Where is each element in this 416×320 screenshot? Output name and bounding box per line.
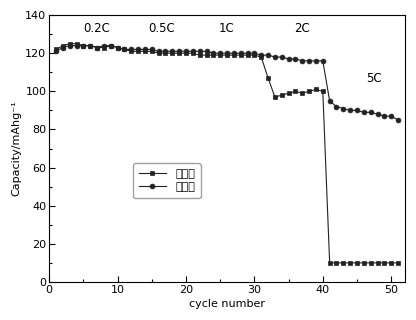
实施例 [286,57,291,61]
Text: 0.5C: 0.5C [149,22,176,35]
对比例 [136,49,141,53]
实施例 [67,44,72,48]
Text: 5C: 5C [366,71,382,84]
Text: 2C: 2C [295,22,310,35]
对比例 [307,89,312,93]
对比例 [170,51,175,55]
Y-axis label: Capacity/mAhg⁻¹: Capacity/mAhg⁻¹ [11,101,21,196]
对比例 [389,261,394,265]
对比例 [286,91,291,95]
对比例 [327,261,332,265]
实施例 [163,49,168,53]
Line: 对比例: 对比例 [54,41,401,265]
对比例 [163,51,168,55]
实施例 [54,49,59,53]
Legend: 对比例, 实施例: 对比例, 实施例 [133,163,201,198]
实施例 [170,49,175,53]
实施例 [396,118,401,122]
Text: 0.2C: 0.2C [84,22,111,35]
对比例 [54,47,59,51]
对比例 [396,261,401,265]
对比例 [67,42,72,46]
Line: 实施例: 实施例 [54,43,401,122]
X-axis label: cycle number: cycle number [189,299,265,309]
实施例 [136,47,141,51]
Text: 1C: 1C [219,22,235,35]
实施例 [389,114,394,118]
实施例 [307,59,312,63]
